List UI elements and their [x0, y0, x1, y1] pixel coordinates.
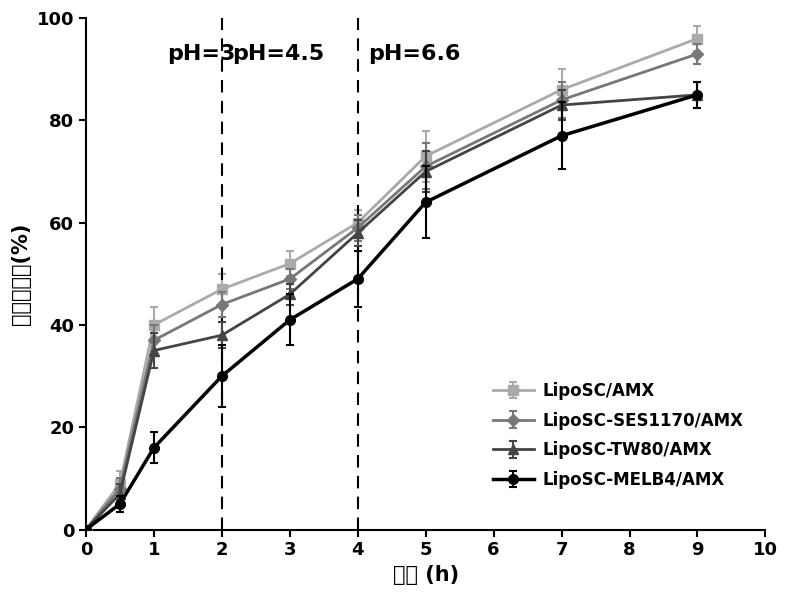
Text: pH=4.5: pH=4.5 — [232, 44, 324, 64]
Text: pH=6.6: pH=6.6 — [368, 44, 460, 64]
Y-axis label: 累计释放率(%): 累计释放率(%) — [11, 223, 31, 325]
Legend: LipoSC/AMX, LipoSC-SES1170/AMX, LipoSC-TW80/AMX, LipoSC-MELB4/AMX: LipoSC/AMX, LipoSC-SES1170/AMX, LipoSC-T… — [486, 375, 750, 496]
Text: pH=3: pH=3 — [167, 44, 236, 64]
X-axis label: 时间 (h): 时间 (h) — [393, 565, 458, 585]
